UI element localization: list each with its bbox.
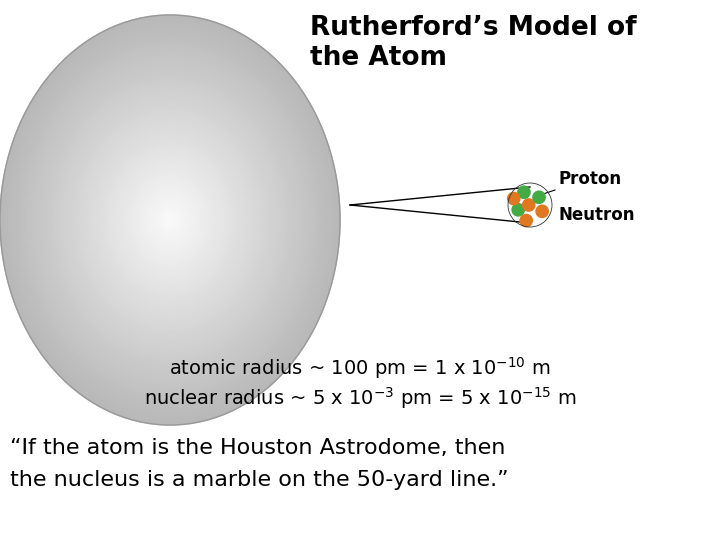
Ellipse shape bbox=[40, 63, 300, 377]
Ellipse shape bbox=[130, 172, 210, 268]
Ellipse shape bbox=[136, 179, 204, 261]
Text: Neutron: Neutron bbox=[558, 206, 634, 224]
Ellipse shape bbox=[102, 138, 238, 302]
Ellipse shape bbox=[91, 124, 249, 316]
Ellipse shape bbox=[161, 210, 179, 230]
Ellipse shape bbox=[139, 183, 201, 258]
Circle shape bbox=[536, 205, 549, 218]
Ellipse shape bbox=[167, 217, 173, 224]
Ellipse shape bbox=[108, 145, 233, 295]
Ellipse shape bbox=[99, 134, 240, 306]
Circle shape bbox=[508, 192, 520, 205]
Ellipse shape bbox=[34, 56, 306, 384]
Ellipse shape bbox=[57, 83, 284, 356]
Text: the nucleus is a marble on the 50-yard line.”: the nucleus is a marble on the 50-yard l… bbox=[10, 470, 508, 490]
Ellipse shape bbox=[66, 93, 275, 347]
Ellipse shape bbox=[105, 141, 235, 299]
Ellipse shape bbox=[156, 203, 184, 237]
Ellipse shape bbox=[48, 73, 292, 367]
Ellipse shape bbox=[25, 46, 315, 394]
Ellipse shape bbox=[82, 114, 258, 326]
Ellipse shape bbox=[127, 168, 212, 271]
Ellipse shape bbox=[119, 159, 221, 281]
Circle shape bbox=[520, 214, 532, 227]
Ellipse shape bbox=[113, 152, 227, 288]
Ellipse shape bbox=[14, 32, 326, 408]
Ellipse shape bbox=[42, 66, 297, 374]
Ellipse shape bbox=[96, 131, 243, 309]
Ellipse shape bbox=[142, 186, 198, 254]
Ellipse shape bbox=[85, 118, 255, 322]
Ellipse shape bbox=[12, 29, 328, 411]
Ellipse shape bbox=[164, 213, 176, 227]
Ellipse shape bbox=[153, 199, 187, 240]
Circle shape bbox=[523, 199, 535, 211]
Ellipse shape bbox=[6, 22, 334, 418]
Ellipse shape bbox=[133, 176, 207, 265]
Ellipse shape bbox=[0, 15, 340, 425]
Text: nuclear radius ~ 5 x 10$^{-3}$ pm = 5 x 10$^{-15}$ m: nuclear radius ~ 5 x 10$^{-3}$ pm = 5 x … bbox=[144, 385, 576, 411]
Text: Proton: Proton bbox=[558, 170, 621, 188]
Ellipse shape bbox=[3, 18, 337, 422]
Ellipse shape bbox=[9, 25, 331, 415]
Ellipse shape bbox=[60, 87, 281, 353]
Ellipse shape bbox=[51, 77, 289, 363]
Ellipse shape bbox=[88, 121, 252, 319]
Ellipse shape bbox=[45, 70, 294, 370]
Ellipse shape bbox=[71, 100, 269, 340]
Ellipse shape bbox=[145, 189, 196, 251]
Text: “If the atom is the Houston Astrodome, then: “If the atom is the Houston Astrodome, t… bbox=[10, 438, 505, 458]
Ellipse shape bbox=[28, 49, 312, 391]
Ellipse shape bbox=[150, 196, 190, 244]
Circle shape bbox=[533, 191, 545, 204]
Ellipse shape bbox=[31, 52, 309, 387]
Ellipse shape bbox=[110, 148, 230, 292]
Ellipse shape bbox=[37, 59, 303, 381]
Ellipse shape bbox=[17, 36, 323, 404]
Circle shape bbox=[512, 204, 524, 216]
Ellipse shape bbox=[116, 155, 224, 285]
Circle shape bbox=[518, 186, 530, 198]
Ellipse shape bbox=[148, 193, 193, 247]
Ellipse shape bbox=[122, 162, 218, 278]
Text: Rutherford’s Model of
the Atom: Rutherford’s Model of the Atom bbox=[310, 15, 636, 71]
Ellipse shape bbox=[73, 104, 266, 336]
Ellipse shape bbox=[63, 90, 278, 350]
Ellipse shape bbox=[94, 128, 246, 312]
Ellipse shape bbox=[54, 80, 286, 360]
Ellipse shape bbox=[76, 107, 264, 333]
Ellipse shape bbox=[22, 42, 318, 397]
Ellipse shape bbox=[20, 39, 320, 401]
Ellipse shape bbox=[125, 165, 215, 275]
Ellipse shape bbox=[68, 97, 272, 343]
Ellipse shape bbox=[79, 111, 261, 329]
Text: atomic radius ~ 100 pm = 1 x 10$^{-10}$ m: atomic radius ~ 100 pm = 1 x 10$^{-10}$ … bbox=[169, 355, 551, 381]
Ellipse shape bbox=[158, 206, 181, 234]
